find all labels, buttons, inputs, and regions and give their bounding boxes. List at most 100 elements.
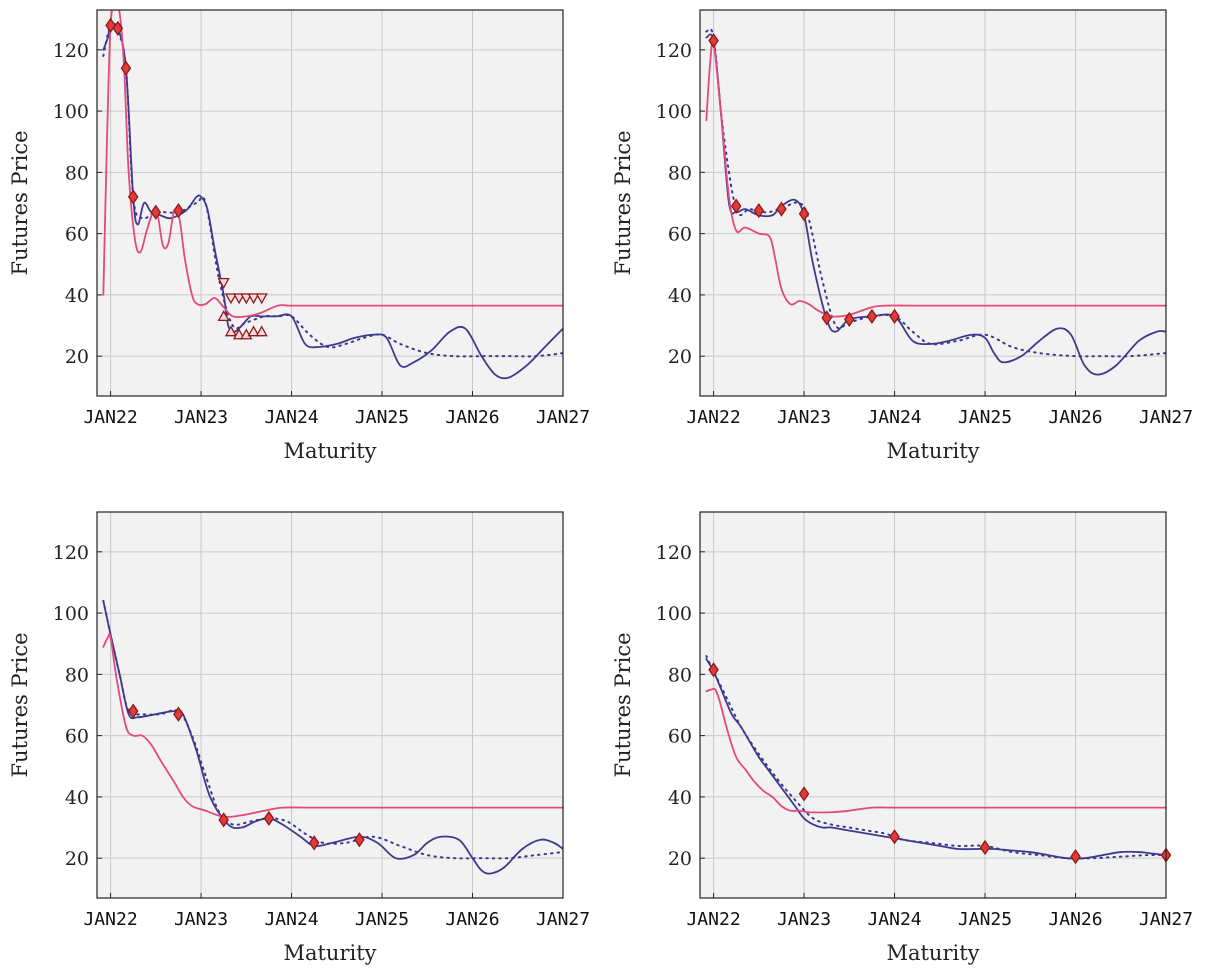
plot-area [700, 10, 1166, 396]
x-tick-label: JAN26 [1048, 407, 1102, 428]
data-marker-diamond [173, 203, 184, 219]
x-tick-label: JAN25 [958, 407, 1012, 428]
data-marker-diamond [798, 786, 810, 802]
data-marker-diamond [889, 308, 900, 324]
data-marker-diamond [263, 810, 275, 826]
y-tick-label: 20 [65, 848, 89, 870]
y-tick-label: 40 [65, 285, 89, 307]
series-group [102, 10, 563, 380]
x-tick-label: JAN25 [958, 909, 1012, 930]
y-tick-label: 80 [65, 664, 89, 686]
series-line-navy-dotted [102, 22, 563, 358]
data-marker-triangle-up [217, 310, 230, 321]
x-tick-label: JAN23 [777, 407, 831, 428]
x-axis-title: Maturity [283, 941, 376, 965]
data-marker-diamond [127, 189, 139, 205]
y-tick-label: 60 [668, 726, 692, 748]
series-line-navy-solid [705, 33, 1166, 376]
data-marker-diamond [150, 204, 162, 220]
x-axis-title: Maturity [886, 941, 979, 965]
x-tick-label: JAN25 [355, 407, 409, 428]
y-tick-label: 120 [656, 542, 692, 564]
y-tick-label: 60 [65, 726, 89, 748]
data-marker-diamond [218, 812, 229, 828]
chart-panel-4: 20 40 60 80 100 120 JAN22 JAN23 JAN24 JAN25 JAN26 J… [611, 511, 1193, 965]
data-marker-diamond [308, 835, 320, 851]
y-axis-title: Futures Price [8, 632, 32, 777]
y-tick-label: 40 [65, 787, 89, 809]
x-tick-label: JAN22 [686, 407, 740, 428]
data-marker-diamond [798, 206, 810, 222]
data-marker-diamond [173, 706, 184, 722]
x-tick-label: JAN27 [536, 407, 590, 428]
data-marker-triangle-down [224, 293, 238, 305]
data-marker-diamond [866, 308, 878, 324]
data-marker-triangle-up [255, 325, 268, 337]
series-line-pink-solid [102, 633, 563, 818]
data-marker-diamond [753, 203, 765, 219]
data-marker-triangle-up [232, 328, 246, 340]
x-tick-label: JAN26 [445, 909, 499, 930]
series-line-pink-solid [705, 687, 1166, 814]
data-marker-diamond [105, 17, 116, 33]
plot-area [97, 10, 563, 396]
y-tick-label: 60 [65, 224, 89, 246]
x-tick-label: JAN23 [777, 909, 831, 930]
data-marker-diamond [120, 60, 132, 76]
plot-frame [96, 9, 564, 397]
y-tick-label: 20 [668, 346, 692, 368]
y-tick-label: 40 [668, 285, 692, 307]
plot-frame [96, 511, 564, 899]
data-marker-diamond [708, 662, 719, 678]
chart-panel-3: 20 40 60 80 100 120 JAN22 JAN23 JAN24 JAN25 JAN26 J… [8, 511, 590, 965]
x-tick-label: JAN22 [686, 909, 740, 930]
y-tick-label: 100 [656, 603, 692, 625]
y-tick-label: 80 [668, 162, 692, 184]
series-line-navy-dotted [705, 27, 1166, 358]
data-marker-triangle-down [240, 293, 253, 305]
data-marker-diamond [821, 310, 832, 326]
x-tick-label: JAN26 [1048, 909, 1102, 930]
chart-panel-2: 20 40 60 80 100 120 JAN22 JAN23 JAN24 JAN25 JAN26 J… [611, 9, 1193, 463]
y-axis-title: Futures Price [8, 130, 32, 275]
data-marker-diamond [354, 832, 365, 848]
data-marker-diamond [127, 703, 139, 719]
y-tick-label: 100 [656, 101, 692, 123]
data-marker-triangle-up [224, 325, 238, 337]
y-tick-label: 20 [65, 346, 89, 368]
x-tick-label: JAN22 [83, 909, 137, 930]
x-axis-title: Maturity [886, 439, 979, 463]
data-marker-triangle-down [232, 293, 246, 305]
y-tick-label: 80 [65, 162, 89, 184]
data-marker-diamond [730, 198, 742, 214]
plot-area [700, 512, 1166, 898]
data-marker-triangle-up [247, 325, 260, 337]
data-marker-diamond [1070, 849, 1081, 865]
x-tick-label: JAN24 [867, 407, 921, 428]
y-tick-label: 120 [53, 542, 89, 564]
y-tick-label: 40 [668, 787, 692, 809]
data-marker-triangle-down [247, 293, 260, 305]
y-tick-label: 120 [53, 40, 89, 62]
chart-panel-1: 20 40 60 80 100 120 JAN22 JAN23 JAN24 JAN25 JAN26 J… [8, 9, 590, 463]
series-line-pink-solid [705, 40, 1166, 318]
x-tick-label: JAN24 [867, 909, 921, 930]
x-tick-label: JAN25 [355, 909, 409, 930]
x-tick-label: JAN26 [445, 407, 499, 428]
plot-area [97, 512, 563, 898]
x-tick-label: JAN23 [174, 909, 228, 930]
series-line-pink-solid [102, 10, 563, 319]
x-tick-label: JAN27 [536, 909, 590, 930]
y-axis-title: Futures Price [611, 130, 635, 275]
y-tick-label: 60 [668, 224, 692, 246]
y-tick-label: 80 [668, 664, 692, 686]
x-tick-label: JAN27 [1139, 407, 1193, 428]
data-marker-diamond [979, 839, 991, 856]
series-group [705, 27, 1166, 376]
x-tick-label: JAN27 [1139, 909, 1193, 930]
data-marker-diamond [889, 829, 900, 845]
y-tick-label: 100 [53, 603, 89, 625]
data-marker-diamond [708, 32, 719, 49]
y-tick-label: 20 [668, 848, 692, 870]
